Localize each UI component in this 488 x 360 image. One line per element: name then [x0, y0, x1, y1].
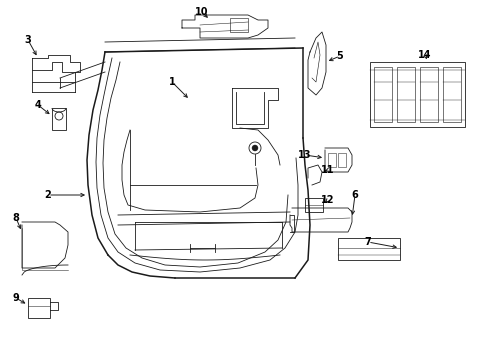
Text: 3: 3: [24, 35, 31, 45]
Text: 14: 14: [417, 50, 431, 60]
Bar: [305, 198, 323, 212]
Text: 9: 9: [13, 293, 20, 303]
Bar: [396, 67, 414, 122]
Bar: [419, 67, 437, 122]
Bar: [373, 67, 391, 122]
Text: 2: 2: [44, 190, 51, 200]
Bar: [442, 67, 460, 122]
Bar: [337, 153, 346, 167]
Text: 6: 6: [351, 190, 358, 200]
Text: 7: 7: [364, 237, 370, 247]
Text: 11: 11: [321, 165, 334, 175]
Text: 1: 1: [168, 77, 175, 87]
Bar: [337, 238, 399, 260]
Text: 13: 13: [298, 150, 311, 160]
Text: 4: 4: [35, 100, 41, 110]
Bar: [369, 62, 464, 127]
Text: 12: 12: [321, 195, 334, 205]
Bar: [52, 108, 66, 130]
Text: 8: 8: [13, 213, 20, 223]
Bar: [28, 298, 50, 318]
Text: 10: 10: [195, 7, 208, 17]
Circle shape: [251, 145, 258, 151]
Text: 5: 5: [336, 51, 343, 61]
Bar: [229, 18, 247, 32]
Bar: [327, 153, 335, 167]
